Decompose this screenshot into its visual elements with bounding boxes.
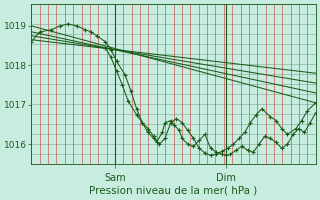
X-axis label: Pression niveau de la mer( hPa ): Pression niveau de la mer( hPa ) [90,186,258,196]
